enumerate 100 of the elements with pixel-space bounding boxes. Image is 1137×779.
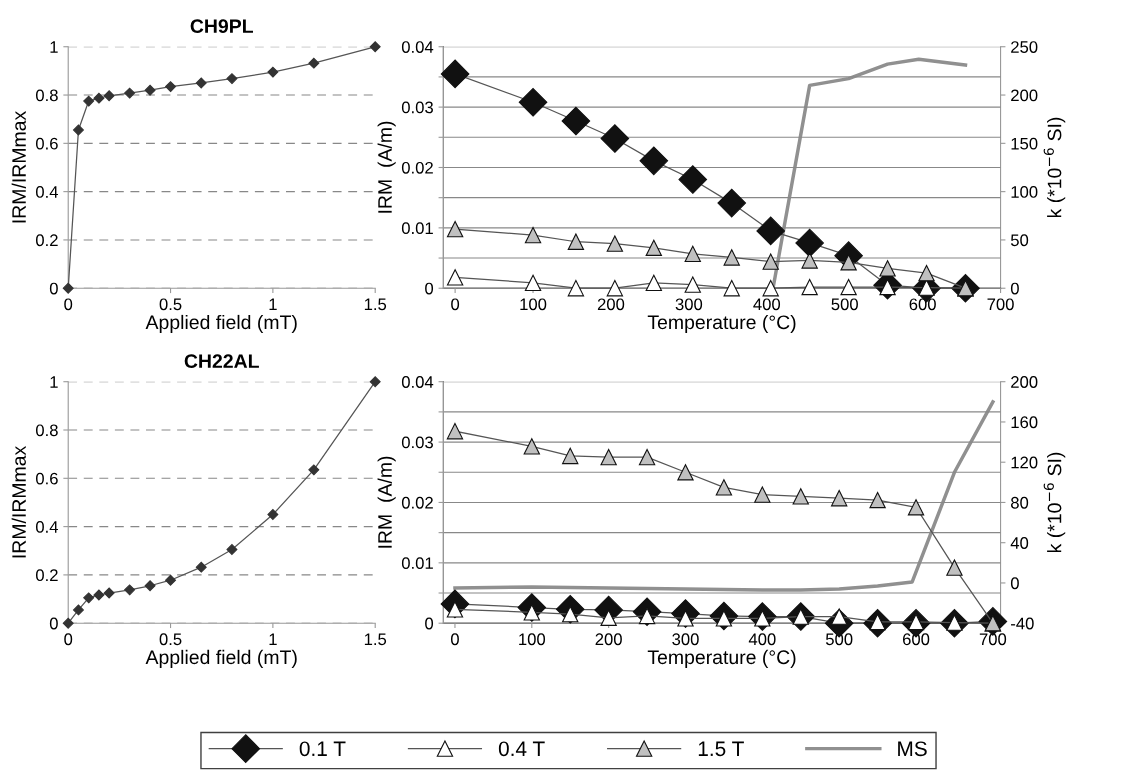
point <box>600 124 630 153</box>
point <box>124 87 136 99</box>
y2-tick-label: 0 <box>1010 577 1019 590</box>
y2-tick-label: 150 <box>1011 137 1038 150</box>
point <box>561 106 591 136</box>
y-tick-label: 0.8 <box>35 424 58 437</box>
y-tick-label: 0 <box>49 282 58 295</box>
point <box>62 282 74 294</box>
point <box>144 580 156 592</box>
point <box>72 604 84 616</box>
x-tick-label: 0 <box>64 633 73 646</box>
y2-tick-label: 250 <box>1011 41 1038 53</box>
chart-title: CH9PL <box>190 19 253 34</box>
point <box>226 73 238 85</box>
y2-tick-label: 120 <box>1011 456 1038 469</box>
y-axis-title: IRM (A/m) <box>377 456 396 548</box>
point <box>103 90 115 102</box>
x-tick-label: 0 <box>450 633 459 646</box>
y-tick-label: 0.02 <box>401 496 433 509</box>
point <box>918 264 935 282</box>
x-tick-label: 1.5 <box>364 298 387 311</box>
point <box>801 252 818 269</box>
x-tick-label: 0 <box>64 298 73 311</box>
point <box>524 274 542 291</box>
point <box>795 228 824 258</box>
y2-tick-label: 40 <box>1010 537 1029 549</box>
point <box>715 479 733 496</box>
point <box>562 447 579 465</box>
x-tick-label: 0.5 <box>159 298 182 311</box>
point <box>639 146 669 176</box>
legend-label: 0.1 T <box>299 741 346 757</box>
point <box>606 280 624 297</box>
point <box>723 249 740 266</box>
y-tick-label: 0 <box>49 617 58 630</box>
y-tick-label: 0.04 <box>401 41 434 53</box>
point <box>717 188 747 218</box>
point <box>907 499 925 516</box>
y-tick-label: 1 <box>50 41 58 53</box>
x-tick-label: 1 <box>269 633 277 645</box>
point <box>606 235 624 252</box>
y2-tick-label: 80 <box>1011 496 1029 509</box>
x-tick-label: 500 <box>831 298 858 311</box>
y2-tick-label: 200 <box>1011 376 1038 388</box>
legend-label: MS <box>898 741 927 757</box>
point <box>440 59 470 89</box>
x-tick-label: 700 <box>987 298 1014 311</box>
x-tick-label: 200 <box>595 633 622 646</box>
point <box>308 464 320 476</box>
point <box>446 269 464 286</box>
point <box>144 84 156 96</box>
point <box>762 253 779 270</box>
point <box>762 280 779 297</box>
point <box>754 486 771 503</box>
point <box>801 278 818 296</box>
y-tick-label: 0.04 <box>401 376 434 388</box>
x-tick-label: 400 <box>753 298 781 311</box>
y2-axis-title: k (*10$^{−6}$ SI) <box>1043 117 1066 218</box>
point <box>226 544 238 556</box>
point <box>645 239 663 256</box>
chart-title: CH22AL <box>184 354 259 369</box>
point <box>523 438 540 455</box>
legend-label: 0.4 T <box>498 741 545 757</box>
x-axis-title: Applied field (mT) <box>145 649 297 668</box>
point <box>684 245 701 263</box>
point <box>195 561 207 573</box>
point <box>638 448 656 466</box>
point <box>93 589 105 601</box>
point <box>308 57 320 69</box>
y-axis-title: IRM/IRMmax <box>11 110 26 223</box>
y2-tick-label: 100 <box>1011 186 1038 198</box>
point <box>103 587 115 599</box>
x-tick-label: 300 <box>672 633 699 646</box>
x-tick-label: 100 <box>520 298 547 311</box>
y2-axis-title: k (*10$^{−6}$ SI) <box>1043 452 1066 553</box>
y2-tick-label: 0 <box>1010 282 1019 295</box>
point <box>165 574 177 586</box>
point <box>946 559 963 576</box>
point <box>756 216 786 246</box>
y-tick-label: 0.02 <box>401 161 433 174</box>
point <box>567 233 585 250</box>
y2-tick-label: 200 <box>1011 89 1038 102</box>
y-tick-label: 0.4 <box>35 521 59 533</box>
legend-label: 1.5 T <box>698 741 744 757</box>
point <box>677 464 694 481</box>
y-tick-label: 0.03 <box>401 436 433 449</box>
y-axis-title: IRM/IRMmax <box>11 445 26 558</box>
y2-tick-label: 160 <box>1011 416 1038 429</box>
point <box>195 77 207 89</box>
point <box>518 87 548 117</box>
x-axis-title: Applied field (mT) <box>145 314 297 333</box>
point <box>869 491 886 509</box>
y-tick-label: 0.4 <box>35 186 59 198</box>
point <box>369 376 381 388</box>
x-tick-label: 1 <box>269 298 277 311</box>
y-tick-label: 1 <box>50 376 58 388</box>
y-tick-label: 0.2 <box>35 569 58 582</box>
point <box>830 490 848 507</box>
point <box>93 92 105 104</box>
x-tick-label: 400 <box>748 633 776 646</box>
x-tick-label: 600 <box>909 298 936 311</box>
